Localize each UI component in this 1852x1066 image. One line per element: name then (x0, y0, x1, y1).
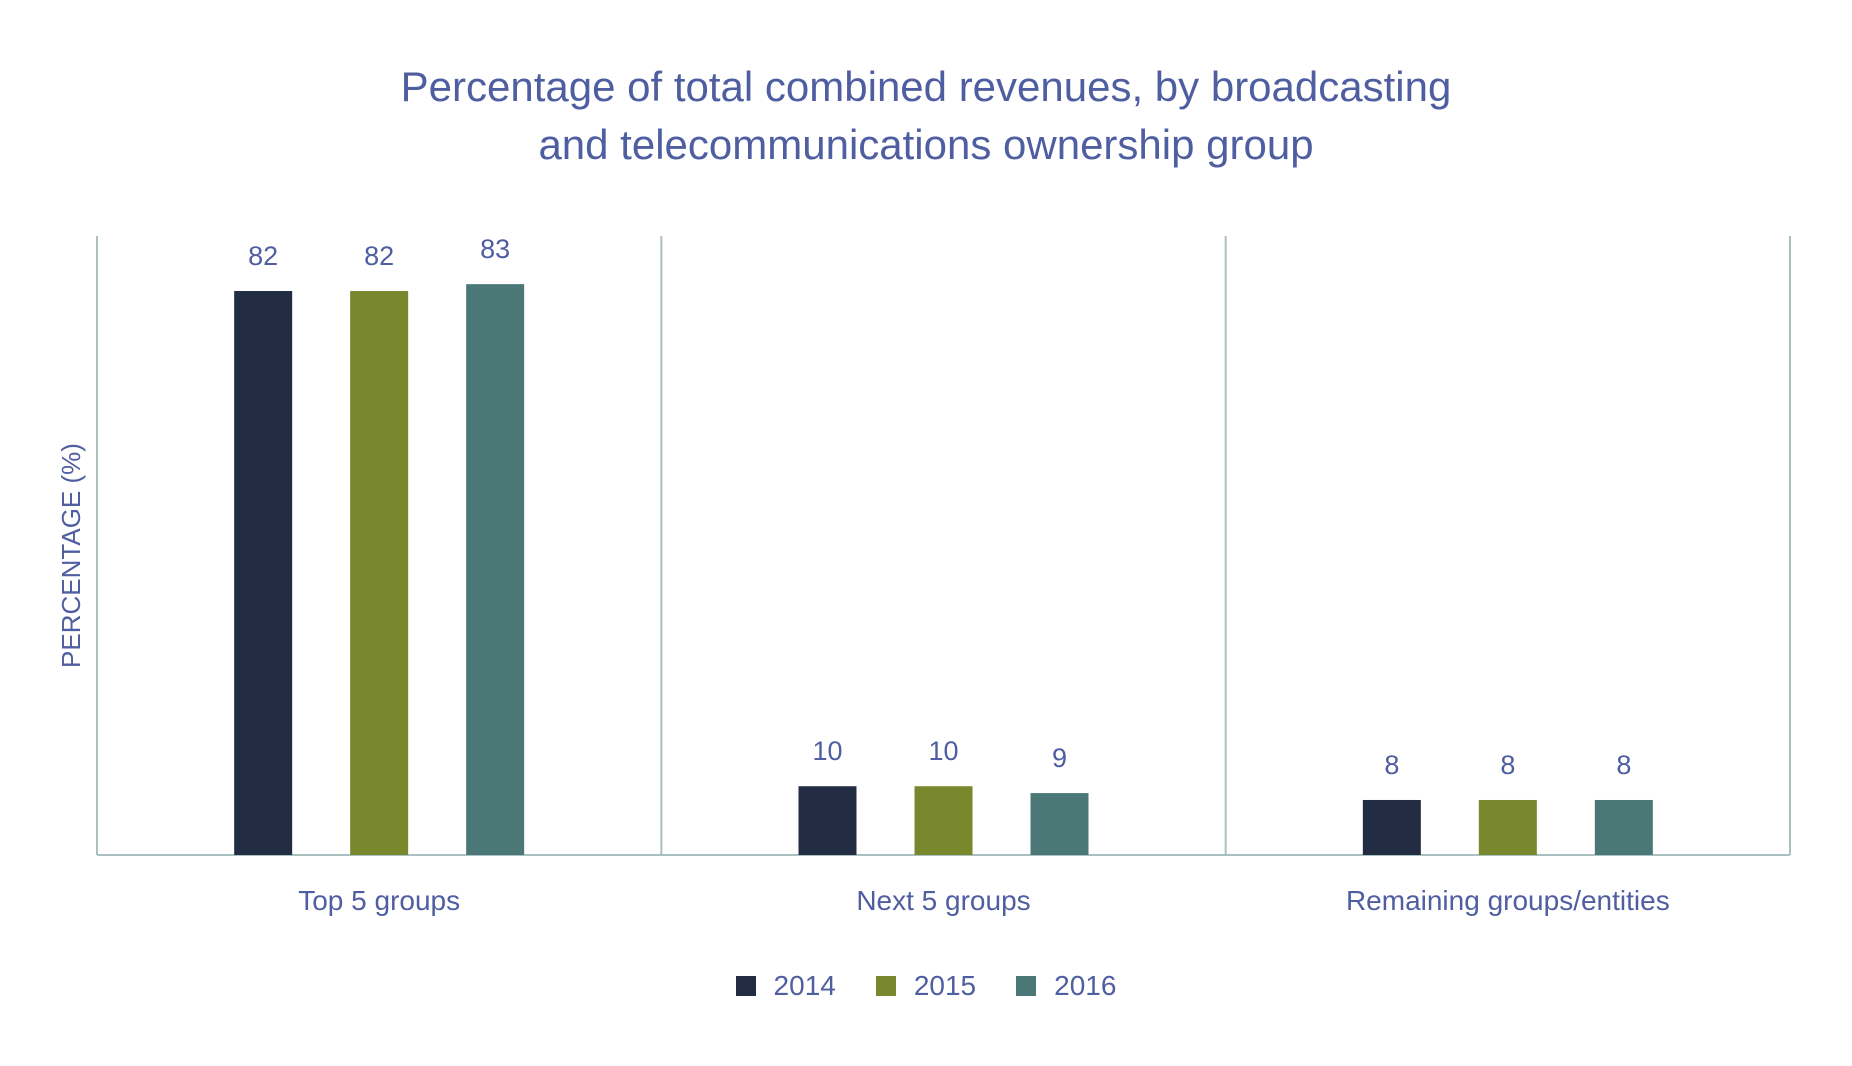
legend-swatch (875, 976, 896, 996)
legend-label: 2016 (1054, 970, 1117, 1001)
legend-swatch (735, 976, 756, 996)
bar (350, 291, 409, 855)
bar (798, 786, 857, 855)
x-tick-label: Remaining groups/entities (1346, 885, 1670, 916)
data-label: 8 (1384, 750, 1399, 780)
bar (1362, 799, 1421, 855)
data-label: 10 (812, 736, 842, 766)
legend-item: 2015 (875, 970, 977, 1002)
bar (234, 291, 293, 855)
data-label: 82 (364, 241, 394, 271)
legend-item: 2016 (1016, 970, 1116, 1002)
chart-legend: 2014 2015 2016 (0, 970, 1852, 1002)
data-label: 83 (480, 234, 510, 264)
bar (1478, 799, 1537, 855)
legend-label: 2015 (913, 970, 977, 1001)
bar (914, 786, 973, 855)
x-tick-label: Top 5 groups (298, 885, 460, 916)
data-label: 9 (1052, 743, 1067, 773)
data-label: 8 (1500, 750, 1515, 780)
bar (466, 284, 525, 856)
data-label: 82 (248, 241, 278, 271)
data-label: 8 (1616, 750, 1631, 780)
bar (1030, 793, 1089, 855)
legend-swatch (1016, 976, 1037, 996)
bar (1594, 799, 1653, 855)
y-axis-label: PERCENTAGE (%) (56, 443, 86, 668)
x-tick-label: Next 5 groups (856, 885, 1030, 916)
chart-title-line-1: Percentage of total combined revenues, b… (400, 63, 1452, 110)
chart-title: Percentage of total combined revenues, b… (0, 58, 1852, 174)
legend-item: 2014 (735, 970, 836, 1002)
data-label: 10 (928, 736, 958, 766)
chart-title-line-2: and telecommunications ownership group (538, 121, 1314, 168)
legend-label: 2014 (773, 970, 836, 1001)
